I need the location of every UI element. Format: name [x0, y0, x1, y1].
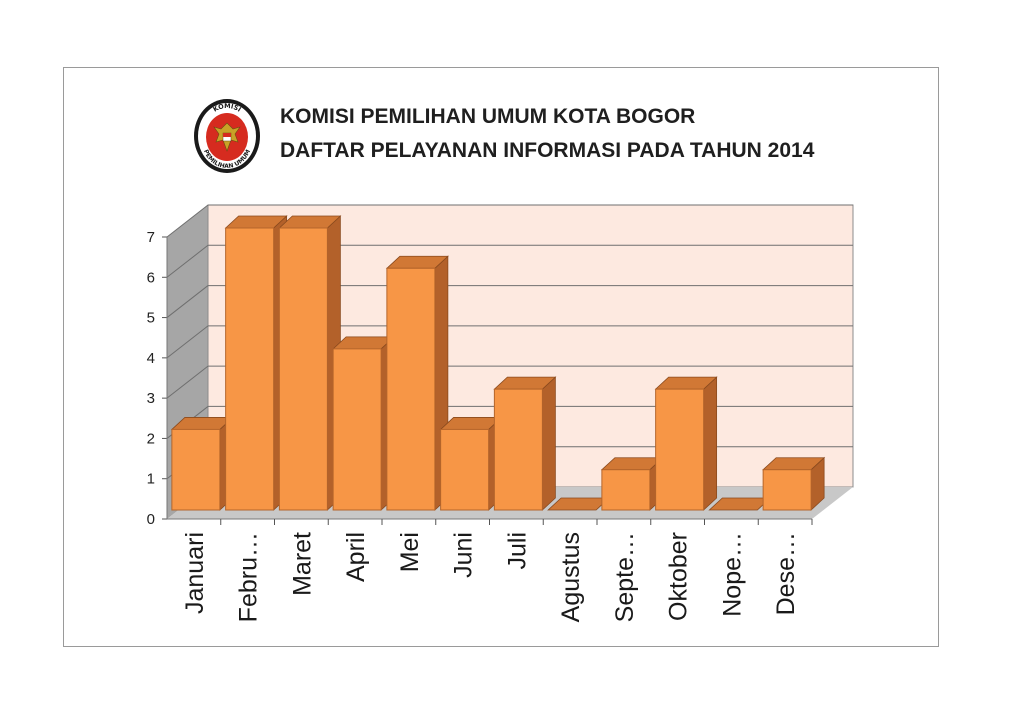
y-tick-label: 1 [147, 471, 155, 488]
bar-side [703, 376, 718, 511]
y-tick-label: 0 [147, 511, 155, 528]
bar [655, 388, 705, 511]
chart-title-line1: KOMISI PEMILIHAN UMUM KOTA BOGOR [280, 105, 696, 128]
x-tick-label: Juli [503, 532, 531, 570]
svg-text:KOMISI: KOMISI [212, 102, 243, 114]
bar-side [541, 376, 556, 511]
x-tick-label: Dese… [772, 532, 800, 615]
x-tick-label: Nope… [718, 532, 746, 617]
kpu-logo: KOMISI PEMILIHAN UMUM [192, 96, 262, 176]
bar [601, 469, 651, 511]
chart-title-line2: DAFTAR PELAYANAN INFORMASI PADA TAHUN 20… [280, 139, 815, 162]
gridline-side [166, 365, 209, 399]
y-tick-label: 7 [147, 229, 155, 246]
y-tick-label: 6 [147, 269, 155, 286]
x-tick-label: Juni [450, 532, 478, 578]
y-tick-label: 4 [147, 350, 155, 367]
y-tick-label: 2 [147, 430, 155, 447]
bar [386, 267, 436, 511]
bar [278, 227, 328, 511]
x-tick-label: Septe… [611, 532, 639, 622]
x-tick-label: April [342, 532, 370, 582]
bar [171, 428, 221, 511]
bar [225, 227, 275, 511]
x-tick-label: Maret [288, 532, 316, 596]
bar [332, 348, 382, 511]
bar [762, 469, 812, 511]
bar [440, 428, 490, 511]
gridline-side [166, 204, 209, 238]
x-tick-label: Januari [181, 532, 209, 614]
gridline-side [166, 244, 209, 278]
x-tick-label: Oktober [665, 532, 693, 621]
y-tick-label: 5 [147, 310, 155, 327]
gridline-side [166, 285, 209, 318]
x-tick-label: Febru… [235, 532, 263, 622]
x-tick-label: Agustus [557, 532, 585, 622]
y-tick-label: 3 [147, 390, 155, 407]
gridline-side [166, 325, 209, 359]
x-tick-label: Mei [396, 532, 424, 572]
bar [493, 388, 543, 511]
kpu-emblem-icon: KOMISI PEMILIHAN UMUM [194, 99, 260, 173]
chart-title-block: KOMISI PEMILIHAN UMUM KOTA BOGOR DAFTAR … [280, 100, 814, 168]
